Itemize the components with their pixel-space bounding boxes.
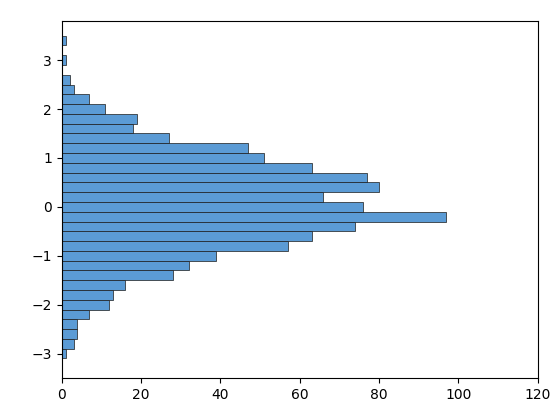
Bar: [62, 212, 446, 221]
Bar: [62, 251, 216, 261]
Bar: [62, 75, 69, 84]
Bar: [62, 124, 133, 134]
Bar: [62, 270, 172, 280]
Bar: [62, 94, 90, 104]
Bar: [62, 36, 66, 45]
Bar: [62, 182, 379, 192]
Bar: [62, 290, 113, 300]
Bar: [62, 280, 125, 290]
Bar: [62, 163, 311, 173]
Bar: [62, 329, 77, 339]
Bar: [62, 231, 311, 241]
Bar: [62, 84, 73, 94]
Bar: [62, 202, 363, 212]
Bar: [62, 114, 137, 124]
Bar: [62, 241, 288, 251]
Bar: [62, 134, 169, 143]
Bar: [62, 300, 109, 310]
Bar: [62, 55, 66, 65]
Bar: [62, 261, 189, 270]
Bar: [62, 349, 66, 358]
Bar: [62, 104, 105, 114]
Bar: [62, 192, 324, 202]
Bar: [62, 143, 248, 153]
Bar: [62, 173, 367, 182]
Bar: [62, 310, 90, 319]
Bar: [62, 319, 77, 329]
Bar: [62, 339, 73, 349]
Bar: [62, 153, 264, 163]
Bar: [62, 221, 355, 231]
